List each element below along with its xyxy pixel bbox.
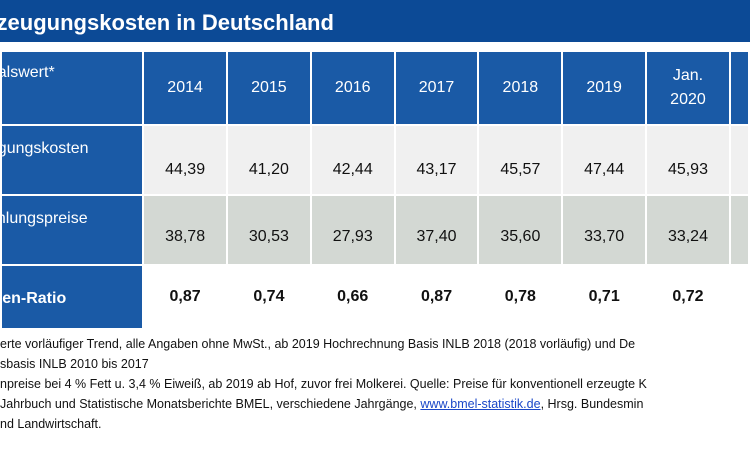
row-label-cell: eugungskosten — [0, 124, 145, 196]
col-header-2014: 2014 — [142, 50, 228, 126]
row-label: eugungskosten — [3, 140, 89, 157]
col-header-jan: Jan. — [672, 67, 704, 84]
table-cell: 0,78 — [477, 264, 564, 330]
table-cell-cut — [728, 124, 750, 196]
col-header-2019: 2019 — [561, 50, 648, 126]
table-cell: 33,24 — [645, 194, 731, 266]
table-cell: 0,87 — [393, 264, 480, 330]
header-label-cell: rtalswert* — [0, 50, 145, 126]
row-label: sten-Ratio — [2, 290, 67, 307]
table-cell: 0,74 — [226, 264, 312, 330]
table-title: rzeugungskosten in Deutschland — [0, 10, 334, 35]
table-cell: 0,72 — [645, 264, 731, 330]
table-cell: 27,93 — [309, 194, 396, 266]
table-cell: 45,57 — [477, 124, 564, 196]
footnote-line: npreise bei 4 % Fett u. 3,4 % Eiweiß, ab… — [0, 377, 647, 391]
footnotes: erte vorläufiger Trend, alle Angaben ohn… — [0, 334, 750, 434]
row-label-cell: zahlungspreise * — [0, 194, 145, 266]
header-row: rtalswert* 2014 2015 2016 2017 2018 2019… — [0, 50, 750, 126]
table-cell: 44,39 — [142, 124, 228, 196]
cost-table: rtalswert* 2014 2015 2016 2017 2018 2019… — [0, 50, 750, 330]
table-cell: 37,40 — [393, 194, 480, 266]
table-cell: 0,71 — [561, 264, 648, 330]
footnote-text: , Hrsg. Bundesmin — [540, 397, 644, 411]
table-row: zahlungspreise * 38,78 30,53 27,93 37,40… — [0, 194, 750, 266]
header-label: rtalswert* — [3, 64, 55, 81]
row-label-footnote-mark: * — [3, 230, 141, 252]
table-cell: 47,44 — [561, 124, 648, 196]
table-cell: 41,20 — [226, 124, 312, 196]
table-cell: 45,93 — [645, 124, 731, 196]
footnote-line: Jahrbuch und Statistische Monatsberichte… — [0, 394, 750, 414]
table-cell-cut — [728, 264, 750, 330]
title-bar: rzeugungskosten in Deutschland — [0, 0, 750, 44]
row-label-cell: sten-Ratio — [0, 264, 145, 330]
table-row: eugungskosten 44,39 41,20 42,44 43,17 45… — [0, 124, 750, 196]
col-header-2016: 2016 — [309, 50, 396, 126]
col-header-2015: 2015 — [226, 50, 312, 126]
table-cell: 30,53 — [226, 194, 312, 266]
table-cell: 38,78 — [142, 194, 228, 266]
table-cell: 43,17 — [393, 124, 480, 196]
table-cell: 42,44 — [309, 124, 396, 196]
col-header-cut — [728, 50, 750, 126]
footnote-text: Jahrbuch und Statistische Monatsberichte… — [0, 397, 421, 411]
table-row: sten-Ratio 0,87 0,74 0,66 0,87 0,78 0,71… — [0, 264, 750, 330]
table-cell-cut — [728, 194, 750, 266]
table-cell: 33,70 — [561, 194, 648, 266]
row-label: zahlungspreise — [3, 210, 88, 227]
col-header-jan-2020: Jan. 2020 — [645, 50, 731, 126]
table-cell: 0,66 — [309, 264, 396, 330]
col-header-2020: 2020 — [670, 91, 706, 108]
col-header-2018: 2018 — [477, 50, 564, 126]
col-header-2017: 2017 — [393, 50, 480, 126]
footnote-line: sbasis INLB 2010 bis 2017 — [0, 357, 149, 371]
table-cell: 0,87 — [142, 264, 228, 330]
table-cell: 35,60 — [477, 194, 564, 266]
footnote-line: nd Landwirtschaft. — [0, 417, 102, 431]
footnote-line: erte vorläufiger Trend, alle Angaben ohn… — [0, 337, 636, 351]
bmel-statistik-link[interactable]: www.bmel-statistik.de — [420, 397, 541, 411]
